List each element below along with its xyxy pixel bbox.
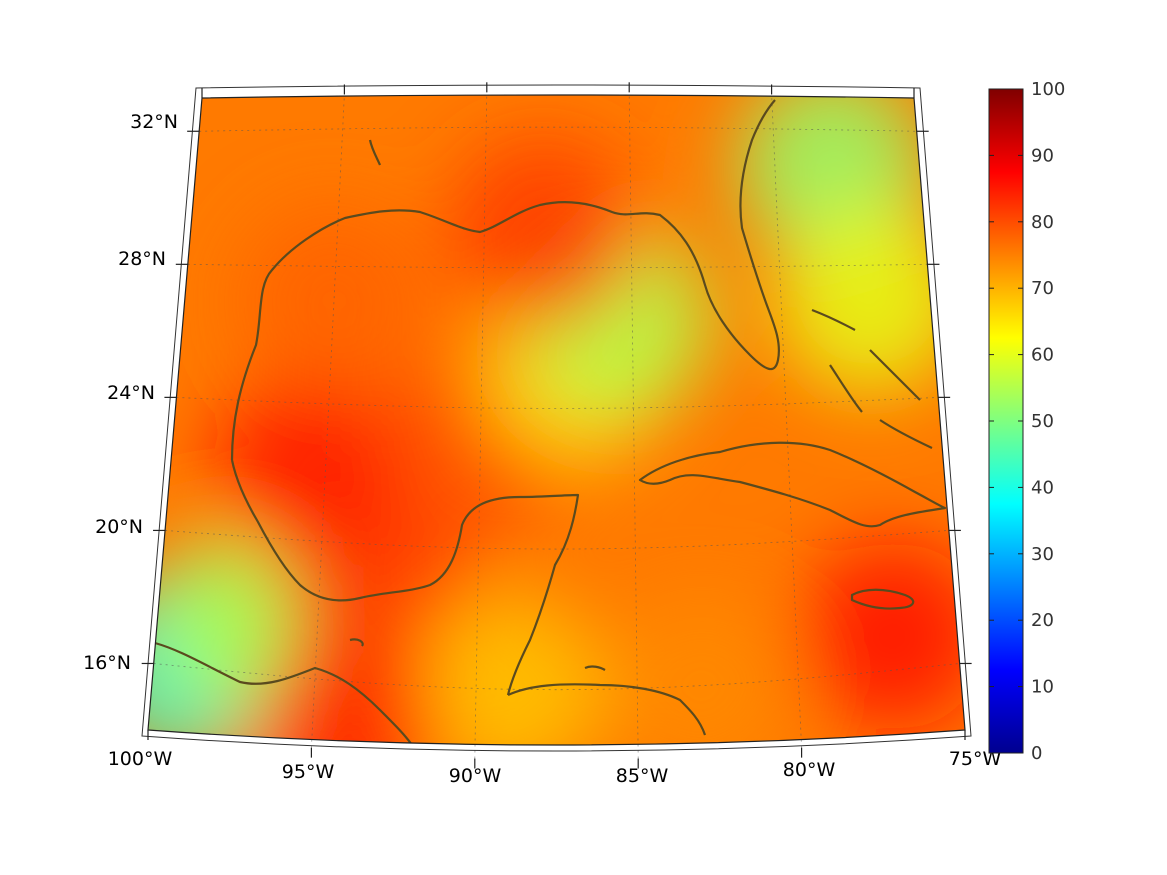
frame-ticks — [141, 82, 972, 769]
field-blobs — [148, 95, 965, 745]
coast-islands — [349, 139, 606, 671]
meridian-line — [311, 94, 345, 748]
lat-tick-label: 28°N — [118, 248, 166, 270]
colorbar-tick-label: 90 — [1031, 145, 1054, 166]
lon-tick-label: 90°W — [449, 765, 502, 787]
coast-bahamas — [811, 308, 933, 449]
lat-tick-label: 16°N — [83, 652, 131, 674]
field-sample — [214, 376, 405, 567]
lon-tick-label: 95°W — [282, 761, 335, 783]
map-frame-outer — [141, 84, 972, 752]
colorbar-tick-label: 20 — [1031, 610, 1054, 631]
meridian-line — [771, 94, 802, 748]
graticule — [153, 92, 960, 759]
lat-tick-label: 20°N — [95, 516, 143, 538]
colorbar-tick-label: 50 — [1031, 411, 1054, 432]
lat-tick-label: 32°N — [130, 111, 178, 133]
lat-tick-label: 24°N — [107, 382, 155, 404]
colorbar-ticks — [989, 88, 1023, 754]
coastline — [154, 99, 947, 745]
parallel-line — [153, 663, 960, 691]
field-sample — [249, 638, 440, 745]
colorbar-tick-label: 10 — [1031, 677, 1054, 698]
colorbar-tick-label: 0 — [1031, 743, 1042, 764]
colorbar-tick-label: 80 — [1031, 212, 1054, 233]
field-sample — [606, 590, 797, 745]
coast-pacific — [154, 641, 413, 745]
field-sample — [239, 205, 429, 396]
colorbar-tick-label: 70 — [1031, 278, 1054, 299]
field-sample — [775, 203, 965, 394]
data-field — [148, 95, 965, 745]
lat-tick-labels: 32°N 28°N 24°N 20°N 16°N — [83, 111, 178, 674]
coast-mexico — [230, 459, 580, 696]
map-frame — [147, 94, 966, 746]
field-sample — [448, 137, 638, 328]
coast-cuba — [638, 441, 947, 528]
colorbar-bar — [988, 88, 1024, 754]
colorbar-tick-label: 100 — [1031, 79, 1065, 100]
field-sample — [797, 541, 965, 732]
lon-tick-label: 75°W — [949, 748, 1002, 770]
coast-us-gulf — [230, 99, 780, 461]
lon-tick-label: 85°W — [616, 765, 669, 787]
lon-tick-label: 80°W — [783, 759, 836, 781]
coast-jamaica — [850, 588, 915, 610]
coast-central-america — [507, 683, 707, 736]
parallel-line — [176, 397, 939, 409]
lon-tick-label: 100°W — [108, 748, 173, 770]
colorbar-tick-label: 30 — [1031, 544, 1054, 565]
lon-tick-labels: 100°W 95°W 90°W 85°W 80°W 75°W — [108, 748, 1002, 787]
colorbar-tick-label: 40 — [1031, 477, 1054, 498]
colorbar-tick-label: 60 — [1031, 345, 1054, 366]
